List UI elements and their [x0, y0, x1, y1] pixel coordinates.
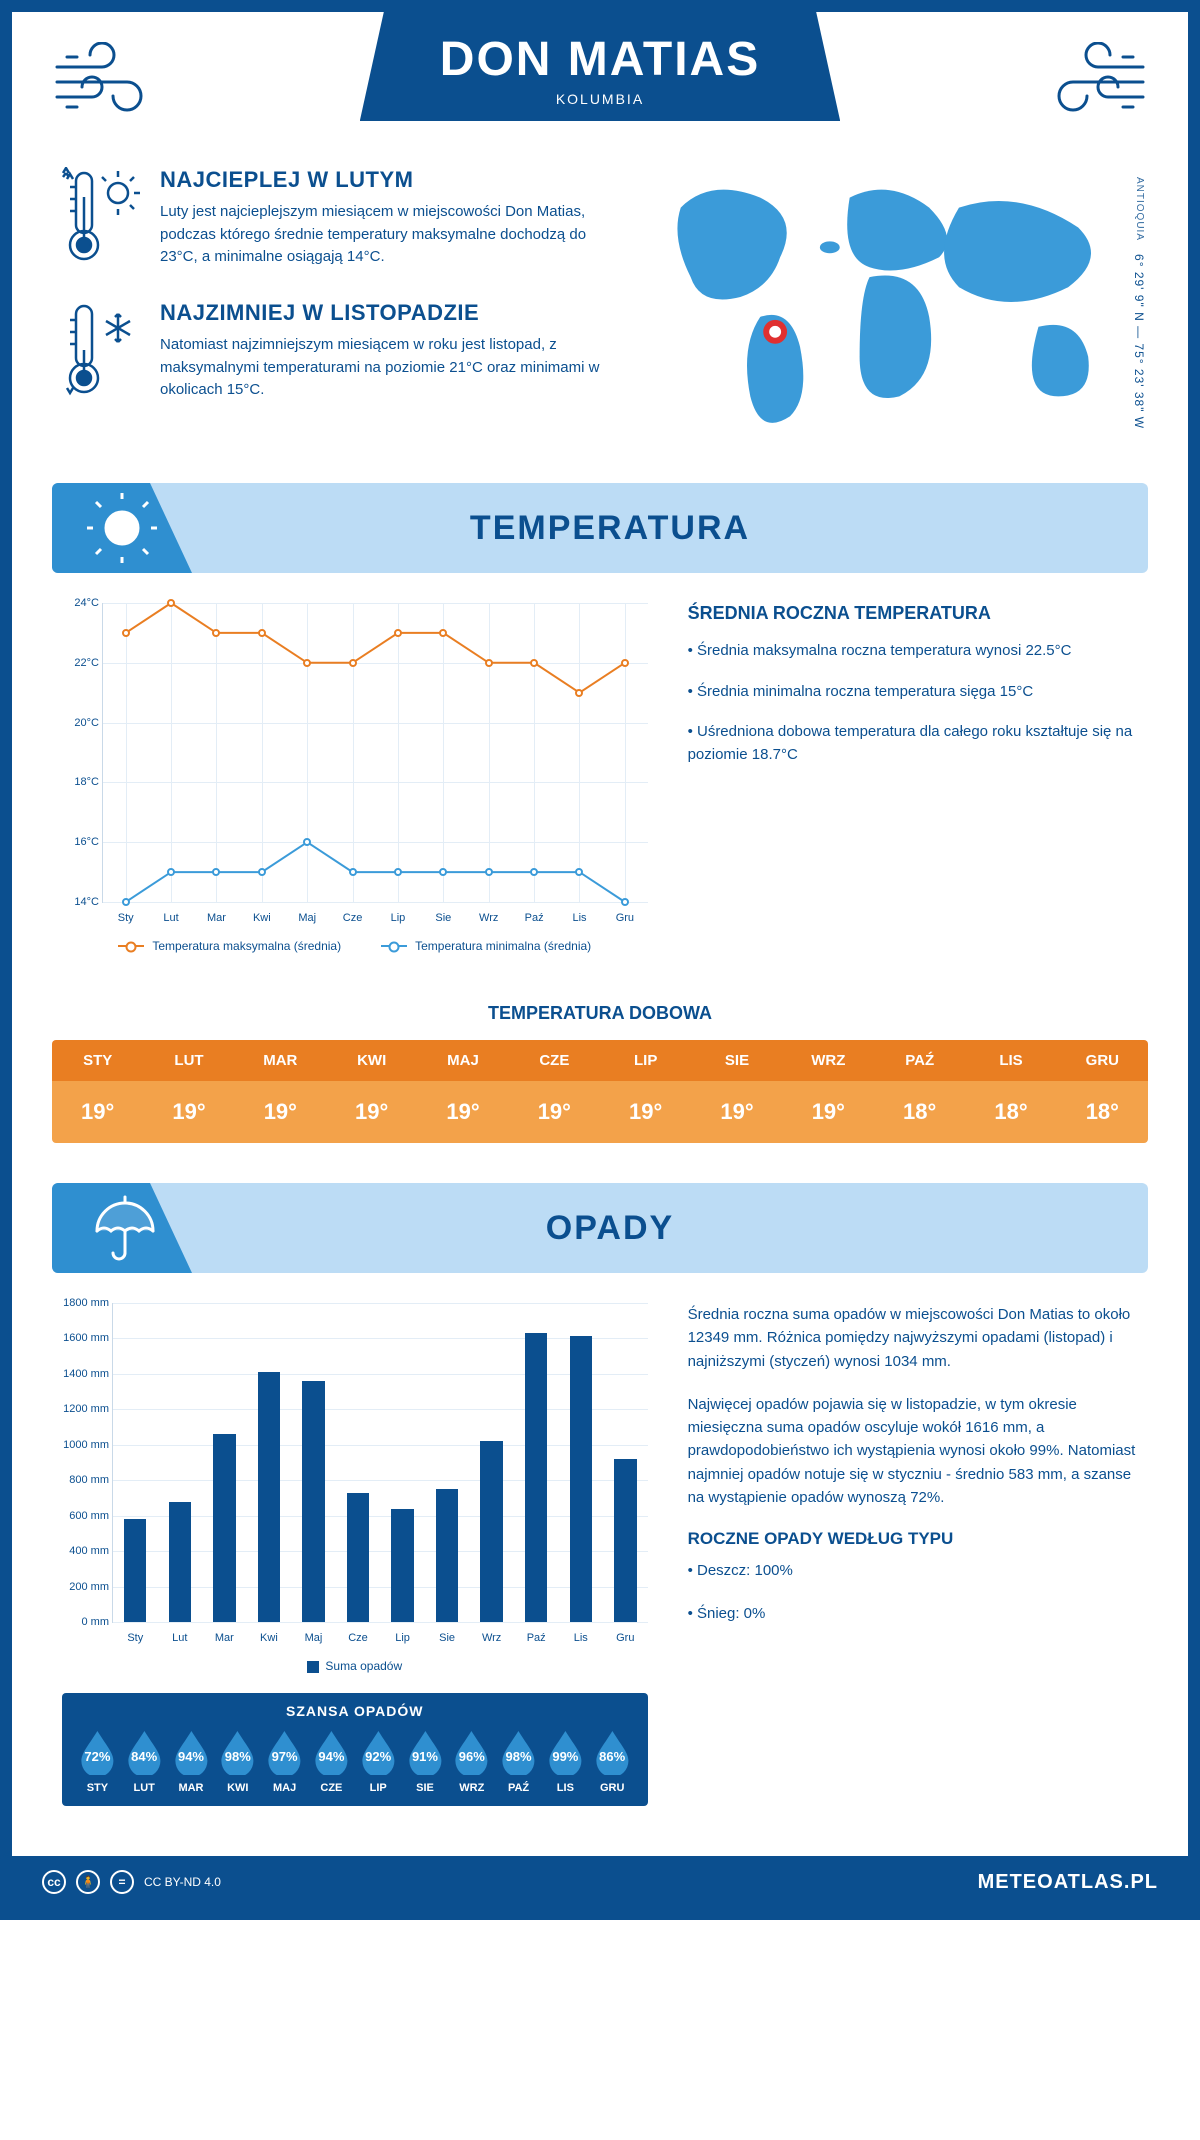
daily-header: CZE	[509, 1040, 600, 1081]
temperature-section-header: TEMPERATURA	[52, 483, 1148, 573]
header: DON MATIAS KOLUMBIA	[12, 12, 1188, 147]
daily-temp-table: STYLUTMARKWIMAJCZELIPSIEWRZPAŹLISGRU19°1…	[52, 1040, 1148, 1143]
by-icon: 🧍	[76, 1870, 100, 1894]
footer: cc 🧍 = CC BY-ND 4.0 METEOATLAS.PL	[12, 1856, 1188, 1908]
precip-bar	[614, 1459, 636, 1622]
warmest-title: NAJCIEPLEJ W LUTYM	[160, 167, 611, 193]
precip-chance-drop: 92% LIP	[357, 1729, 400, 1794]
precip-chance-drop: 98% PAŹ	[497, 1729, 540, 1794]
precip-chance-drop: 99% LIS	[544, 1729, 587, 1794]
sun-icon	[52, 483, 192, 573]
daily-value: 18°	[874, 1081, 965, 1143]
temperature-summary: ŚREDNIA ROCZNA TEMPERATURA • Średnia mak…	[688, 603, 1138, 953]
daily-header: SIE	[691, 1040, 782, 1081]
precip-chance-drop: 86% GRU	[591, 1729, 634, 1794]
brand: METEOATLAS.PL	[978, 1871, 1158, 1894]
daily-value: 19°	[52, 1081, 143, 1143]
precip-title: OPADY	[192, 1209, 1148, 1248]
precip-summary: Średnia roczna suma opadów w miejscowośc…	[688, 1303, 1138, 1806]
title-banner: DON MATIAS KOLUMBIA	[360, 12, 840, 121]
daily-value: 19°	[600, 1081, 691, 1143]
precip-bar-chart: 0 mm200 mm400 mm600 mm800 mm1000 mm1200 …	[112, 1303, 648, 1623]
daily-header: STY	[52, 1040, 143, 1081]
precip-bar	[302, 1381, 324, 1622]
daily-temp-title: TEMPERATURA DOBOWA	[12, 1003, 1188, 1024]
precip-chance-drop: 96% WRZ	[450, 1729, 493, 1794]
coldest-body: Natomiast najzimniejszym miesiącem w rok…	[160, 334, 611, 402]
daily-header: LUT	[143, 1040, 234, 1081]
daily-value: 19°	[691, 1081, 782, 1143]
daily-value: 18°	[965, 1081, 1056, 1143]
precip-chance-box: SZANSA OPADÓW 72% STY 84% LUT 94% MAR 98…	[62, 1693, 648, 1806]
precip-chance-drop: 84% LUT	[123, 1729, 166, 1794]
wind-icon-left	[52, 42, 172, 127]
daily-value: 19°	[235, 1081, 326, 1143]
wind-icon-right	[1028, 42, 1148, 127]
warmest-body: Luty jest najcieplejszym miesiącem w mie…	[160, 201, 611, 269]
precip-bar	[391, 1509, 413, 1622]
umbrella-icon	[52, 1183, 192, 1273]
world-map	[641, 167, 1138, 427]
coldest-fact: NAJZIMNIEJ W LISTOPADZIE Natomiast najzi…	[62, 300, 611, 405]
daily-value: 19°	[783, 1081, 874, 1143]
daily-header: WRZ	[783, 1040, 874, 1081]
warmest-fact: NAJCIEPLEJ W LUTYM Luty jest najcieplejs…	[62, 167, 611, 272]
precip-bar	[169, 1502, 191, 1623]
precip-bar	[213, 1434, 235, 1622]
daily-header: KWI	[326, 1040, 417, 1081]
precip-chance-drop: 94% MAR	[170, 1729, 213, 1794]
daily-value: 19°	[509, 1081, 600, 1143]
daily-header: MAJ	[417, 1040, 508, 1081]
coldest-title: NAJZIMNIEJ W LISTOPADZIE	[160, 300, 611, 326]
thermometer-sun-icon	[62, 167, 142, 272]
daily-header: PAŹ	[874, 1040, 965, 1081]
precip-legend: Suma opadów	[62, 1659, 648, 1673]
daily-value: 18°	[1057, 1081, 1148, 1143]
daily-value: 19°	[326, 1081, 417, 1143]
daily-value: 19°	[417, 1081, 508, 1143]
precip-bar	[570, 1336, 592, 1622]
precip-bar	[525, 1333, 547, 1622]
precip-chance-drop: 97% MAJ	[263, 1729, 306, 1794]
thermometer-snow-icon	[62, 300, 142, 405]
precip-chance-drop: 94% CZE	[310, 1729, 353, 1794]
license: cc 🧍 = CC BY-ND 4.0	[42, 1870, 221, 1894]
daily-value: 19°	[143, 1081, 234, 1143]
daily-header: GRU	[1057, 1040, 1148, 1081]
coordinates: ANTIOQUIA 6° 29' 9" N — 75° 23' 38" W	[1132, 177, 1146, 429]
nd-icon: =	[110, 1870, 134, 1894]
precip-chance-drop: 98% KWI	[216, 1729, 259, 1794]
city-title: DON MATIAS	[440, 32, 760, 87]
precip-section-header: OPADY	[52, 1183, 1148, 1273]
precip-chance-drop: 72% STY	[76, 1729, 119, 1794]
temperature-title: TEMPERATURA	[192, 509, 1148, 548]
precip-bar	[480, 1441, 502, 1622]
precip-bar	[347, 1493, 369, 1622]
daily-header: MAR	[235, 1040, 326, 1081]
precip-chance-drop: 91% SIE	[404, 1729, 447, 1794]
country-subtitle: KOLUMBIA	[440, 91, 760, 107]
daily-header: LIP	[600, 1040, 691, 1081]
daily-header: LIS	[965, 1040, 1056, 1081]
temperature-chart: Temperatura 14°C16°C18°C20°C22°C24°CStyL…	[62, 603, 648, 953]
precip-bar	[124, 1519, 146, 1622]
precip-bar	[436, 1489, 458, 1622]
precip-bar	[258, 1372, 280, 1622]
location-marker-icon	[766, 323, 784, 341]
cc-icon: cc	[42, 1870, 66, 1894]
temperature-legend: Temperatura maksymalna (średnia) Tempera…	[62, 939, 648, 953]
